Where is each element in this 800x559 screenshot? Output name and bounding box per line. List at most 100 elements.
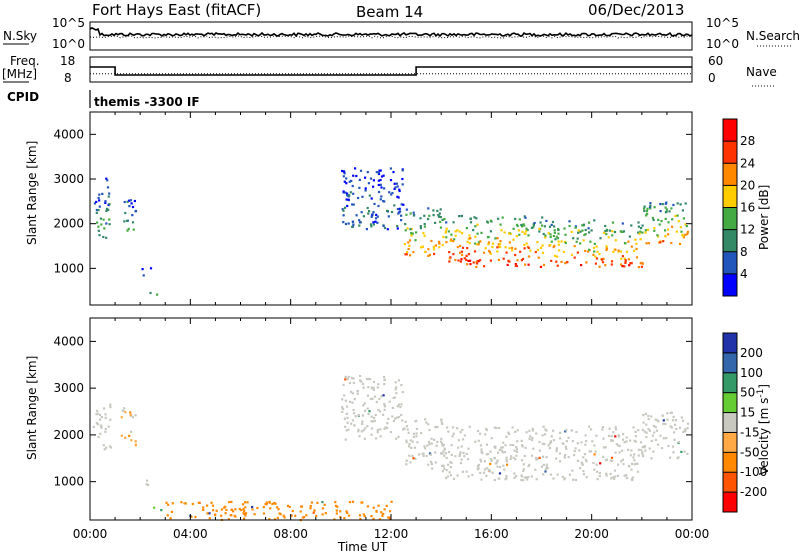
power-cell: [345, 182, 348, 185]
power-cell: [479, 240, 482, 243]
velocity-cell: [415, 435, 418, 438]
power-cell: [643, 207, 646, 210]
velocity-cell: [372, 380, 375, 384]
velocity-cell: [392, 419, 395, 423]
power-cell: [97, 196, 100, 199]
velocity-cell: [335, 509, 338, 512]
power-cell: [620, 263, 623, 266]
velocity-cell: [383, 403, 386, 406]
power-cell: [372, 185, 375, 188]
velocity-cell: [513, 476, 516, 479]
velocity-cell: [334, 501, 337, 504]
velocity-cell: [531, 429, 534, 432]
velocity-cell: [651, 434, 654, 437]
velocity-cell: [621, 438, 625, 441]
velocity-cell: [484, 433, 487, 436]
velocity-cell: [602, 437, 605, 440]
power-cell: [358, 186, 361, 189]
power-cell: [541, 224, 544, 227]
velocity-cell: [439, 452, 443, 455]
power-cell: [377, 179, 380, 182]
power-cell: [456, 246, 459, 249]
velocity-cell: [416, 441, 419, 444]
freq-series-line: [90, 66, 692, 76]
velocity-cell: [384, 426, 387, 429]
velocity-cell: [366, 407, 369, 410]
power-cell: [465, 227, 468, 230]
power-cell: [621, 222, 624, 225]
velocity-cell: [673, 438, 676, 441]
velocity-cell: [301, 516, 304, 519]
velocity-cell: [525, 431, 528, 434]
velocity-cell: [345, 412, 348, 415]
power-cell: [108, 192, 111, 195]
power-cell: [606, 229, 609, 232]
velocity-cell: [300, 505, 303, 508]
velocity-cell: [497, 426, 501, 430]
velocity-cell: [541, 442, 544, 445]
velocity-cell: [447, 463, 450, 466]
velocity-cell: [283, 516, 286, 519]
velocity-cell: [665, 437, 668, 440]
freq-right-tick-top: 60: [708, 54, 723, 68]
power-cell: [515, 235, 518, 238]
velocity-cell: [449, 474, 452, 477]
power-cell: [433, 252, 436, 256]
velocity-cell: [362, 386, 365, 389]
velocity-cell: [595, 434, 598, 437]
power-cell: [627, 240, 630, 243]
velocity-cell: [441, 442, 444, 445]
power-cell: [653, 227, 656, 230]
velocity-cell: [359, 379, 362, 382]
velocity-cell: [570, 429, 573, 432]
velocity-cell: [348, 381, 352, 385]
velocity-x-ticks: [89, 318, 693, 520]
velocity-cell: [662, 437, 665, 440]
power-cell: [593, 242, 596, 245]
velocity-cell: [555, 450, 558, 453]
velocity-cell: [523, 476, 527, 479]
power-cell: [378, 169, 381, 172]
velocity-cell: [549, 441, 553, 444]
power-cell: [541, 251, 545, 254]
velocity-cell: [602, 455, 605, 458]
velocity-cell: [353, 424, 356, 427]
power-cell: [686, 232, 689, 236]
velocity-cell: [654, 418, 657, 421]
power-cell: [452, 253, 455, 256]
power-cell: [370, 215, 373, 218]
velocity-cell: [676, 457, 679, 460]
noise-sky-line: [89, 26, 693, 38]
power-cell: [382, 224, 385, 227]
velocity-cell: [206, 504, 209, 507]
velocity-cell: [375, 510, 378, 513]
velocity-cell: [607, 434, 611, 438]
power-cell: [539, 221, 542, 224]
power-cell: [386, 228, 389, 231]
velocity-cell: [485, 453, 488, 456]
power-cell: [396, 227, 399, 230]
power-cell: [408, 239, 412, 242]
power-cell: [617, 250, 620, 253]
velocity-cell: [467, 458, 470, 461]
power-cell: [460, 215, 463, 218]
power-cell: [104, 200, 107, 203]
velocity-cell: [623, 474, 626, 477]
velocity-cell: [507, 431, 510, 434]
velocity-cell: [380, 395, 383, 398]
power-cell: [459, 260, 462, 263]
velocity-cell: [617, 463, 620, 466]
power-cell: [521, 225, 524, 228]
velocity-cell: [273, 502, 276, 505]
velocity-cell: [615, 428, 618, 431]
velocity-colorbar-swatch: [723, 352, 737, 374]
velocity-cell: [500, 446, 503, 449]
power-cell: [105, 177, 108, 180]
velocity-cell: [596, 478, 599, 481]
velocity-cell: [583, 453, 586, 456]
velocity-cell: [611, 459, 614, 462]
velocity-cell: [98, 413, 102, 417]
velocity-cell: [323, 503, 326, 506]
power-cell: [482, 251, 486, 254]
velocity-cell: [104, 427, 107, 431]
